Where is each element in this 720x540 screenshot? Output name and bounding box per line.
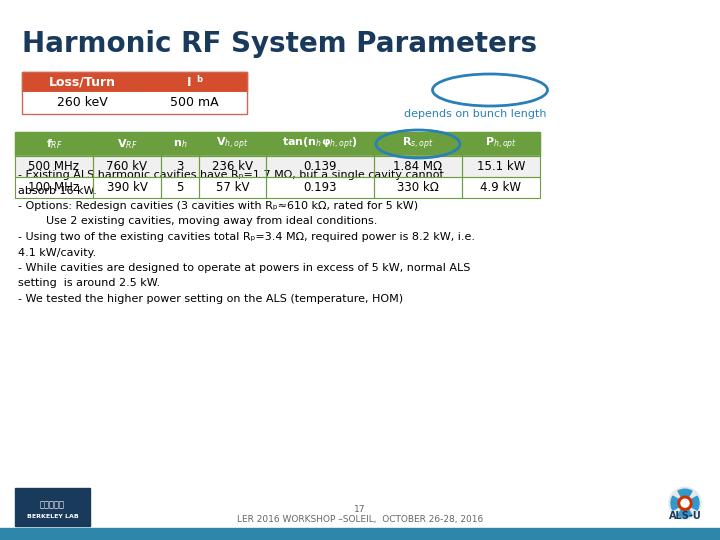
Bar (15, 156, 93, 177)
Text: V$_{h,opt}$: V$_{h,opt}$ (216, 136, 249, 152)
Text: ALS-U: ALS-U (669, 511, 701, 521)
Wedge shape (678, 503, 692, 517)
Bar (15, 177, 93, 198)
Bar (161, 177, 199, 198)
Bar (266, 177, 374, 198)
Wedge shape (671, 496, 685, 510)
Bar (142, 92, 247, 114)
Text: depends on bunch length: depends on bunch length (404, 109, 546, 119)
Text: tan(n$_{h}$φ$_{h,opt}$): tan(n$_{h}$φ$_{h,opt}$) (282, 136, 358, 152)
Bar (142, 72, 247, 92)
Bar (15, 177, 93, 198)
Wedge shape (685, 496, 699, 510)
Text: 500 mA: 500 mA (170, 97, 219, 110)
Text: 4.9 kW: 4.9 kW (480, 181, 521, 194)
Bar (0, 528, 720, 540)
Text: n$_{h}$: n$_{h}$ (173, 138, 187, 150)
Bar (374, 132, 462, 156)
Bar (462, 156, 540, 177)
Bar (374, 177, 462, 198)
Text: 57 kV: 57 kV (216, 181, 249, 194)
Bar (161, 156, 199, 177)
Text: 500 MHz: 500 MHz (29, 160, 79, 173)
Bar (15, 132, 93, 156)
Bar (15, 156, 93, 177)
Bar (199, 156, 266, 177)
Bar (15, 132, 93, 156)
Bar (266, 156, 374, 177)
Bar (462, 156, 540, 177)
Bar (266, 177, 374, 198)
Bar (374, 156, 462, 177)
Text: 5: 5 (176, 181, 184, 194)
Text: R$_{s,opt}$: R$_{s,opt}$ (402, 136, 434, 152)
Bar (462, 177, 540, 198)
Bar (93, 156, 161, 177)
Bar (374, 156, 462, 177)
Bar (266, 132, 374, 156)
Text: Loss/Turn: Loss/Turn (48, 76, 115, 89)
Bar (199, 177, 266, 198)
Text: f$_{RF}$: f$_{RF}$ (45, 137, 63, 151)
Bar (462, 132, 540, 156)
Text: 760 kV: 760 kV (107, 160, 148, 173)
Text: P$_{h,opt}$: P$_{h,opt}$ (485, 136, 517, 152)
Bar (22, 92, 142, 114)
Text: 236 kV: 236 kV (212, 160, 253, 173)
Bar (374, 177, 462, 198)
Text: I: I (187, 76, 192, 89)
Bar (374, 132, 462, 156)
Bar (199, 156, 266, 177)
Text: 4.1 kW/cavity.: 4.1 kW/cavity. (18, 247, 96, 258)
Text: 0.193: 0.193 (303, 181, 337, 194)
Text: setting  is around 2.5 kW.: setting is around 2.5 kW. (18, 279, 160, 288)
Text: LER 2016 WORKSHOP –SOLEIL,  OCTOBER 26-28, 2016: LER 2016 WORKSHOP –SOLEIL, OCTOBER 26-28… (237, 515, 483, 524)
Bar (462, 132, 540, 156)
Wedge shape (678, 489, 692, 503)
Bar (93, 156, 161, 177)
Bar (161, 156, 199, 177)
Bar (161, 132, 199, 156)
Bar (93, 132, 161, 156)
Text: 15.1 kW: 15.1 kW (477, 160, 525, 173)
Bar (161, 177, 199, 198)
Bar (199, 132, 266, 156)
Bar (199, 132, 266, 156)
Text: 3: 3 (176, 160, 184, 173)
Text: - Using two of the existing cavities total Rₚ=3.4 MΩ, required power is 8.2 kW, : - Using two of the existing cavities tot… (18, 232, 475, 242)
Bar (266, 132, 374, 156)
Circle shape (669, 487, 701, 519)
Text: - Options: Redesign cavities (3 cavities with Rₚ≈610 kΩ, rated for 5 kW): - Options: Redesign cavities (3 cavities… (18, 201, 418, 211)
Text: V$_{RF}$: V$_{RF}$ (117, 137, 138, 151)
Text: 100 MHz: 100 MHz (28, 181, 80, 194)
Bar (93, 132, 161, 156)
Circle shape (678, 496, 692, 510)
Text: 0.139: 0.139 (303, 160, 337, 173)
Bar (161, 132, 199, 156)
Text: - We tested the higher power setting on the ALS (temperature, HOM): - We tested the higher power setting on … (18, 294, 403, 304)
Text: - Existing ALS harmonic cavities have Rₚ=1.7 MΩ, but a single cavity cannot: - Existing ALS harmonic cavities have Rₚ… (18, 170, 444, 180)
Text: 390 kV: 390 kV (107, 181, 148, 194)
Text: 330 kΩ: 330 kΩ (397, 181, 439, 194)
Bar (199, 177, 266, 198)
Text: 260 keV: 260 keV (57, 97, 107, 110)
Bar (93, 177, 161, 198)
Bar (266, 156, 374, 177)
Circle shape (681, 499, 689, 507)
Bar (22, 72, 247, 114)
Text: ⌒⌒⌒⌒⌒: ⌒⌒⌒⌒⌒ (40, 501, 65, 510)
Text: 17: 17 (354, 505, 366, 514)
Text: Use 2 existing cavities, moving away from ideal conditions.: Use 2 existing cavities, moving away fro… (18, 217, 377, 226)
Bar (93, 177, 161, 198)
Bar (15, 488, 90, 526)
Bar (462, 177, 540, 198)
Bar (22, 72, 142, 92)
Text: b: b (197, 75, 202, 84)
Text: - While cavities are designed to operate at powers in excess of 5 kW, normal ALS: - While cavities are designed to operate… (18, 263, 470, 273)
Text: BERKELEY LAB: BERKELEY LAB (27, 514, 78, 519)
Text: 1.84 MΩ: 1.84 MΩ (393, 160, 443, 173)
Text: absorb 16 kW.: absorb 16 kW. (18, 186, 97, 195)
Text: Harmonic RF System Parameters: Harmonic RF System Parameters (22, 30, 537, 58)
